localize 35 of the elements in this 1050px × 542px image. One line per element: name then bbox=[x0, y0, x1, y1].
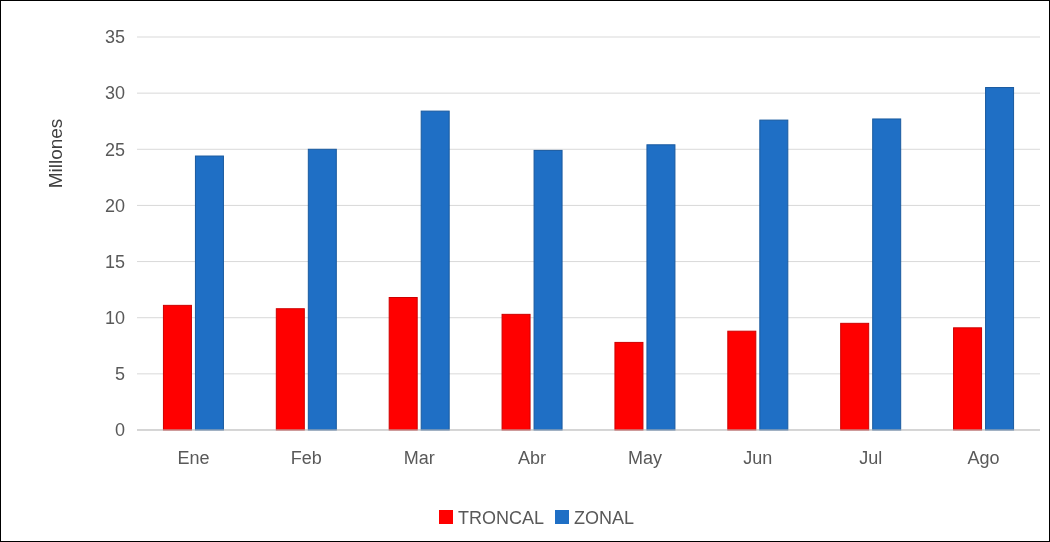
x-tick-label: Ene bbox=[177, 448, 210, 468]
bar bbox=[275, 308, 305, 431]
bar bbox=[614, 341, 644, 431]
x-tick-label: Feb bbox=[290, 448, 322, 468]
bar bbox=[872, 118, 902, 431]
bar bbox=[727, 330, 757, 431]
y-axis-title: Millones bbox=[45, 118, 66, 189]
x-tick-label: May bbox=[627, 448, 662, 468]
y-tick-label: 15 bbox=[104, 251, 125, 272]
y-tick-label: 5 bbox=[114, 364, 125, 385]
y-tick-label: 10 bbox=[104, 308, 125, 329]
y-tick-label: 30 bbox=[104, 83, 125, 104]
bar bbox=[953, 327, 983, 431]
x-tick-label: Mar bbox=[403, 448, 435, 468]
bar bbox=[307, 148, 337, 431]
x-tick-label: Jun bbox=[743, 448, 773, 468]
bar bbox=[840, 322, 870, 431]
bar bbox=[388, 297, 418, 431]
bar bbox=[646, 144, 676, 431]
y-tick-label: 25 bbox=[104, 139, 125, 160]
bar bbox=[162, 304, 192, 431]
legend-label: ZONAL bbox=[574, 508, 635, 529]
y-tick-label: 35 bbox=[104, 27, 125, 48]
bar bbox=[194, 155, 224, 431]
bar bbox=[533, 149, 563, 431]
bar bbox=[759, 119, 789, 431]
y-tick-label: 20 bbox=[104, 195, 125, 216]
y-tick-label: 0 bbox=[114, 420, 125, 441]
bar bbox=[420, 110, 450, 431]
x-tick-label: Jul bbox=[859, 448, 883, 468]
legend-label: TRONCAL bbox=[458, 508, 545, 529]
x-tick-label: Ago bbox=[967, 448, 1000, 468]
bar bbox=[985, 87, 1015, 431]
bar bbox=[501, 313, 531, 431]
x-tick-label: Abr bbox=[518, 448, 547, 468]
